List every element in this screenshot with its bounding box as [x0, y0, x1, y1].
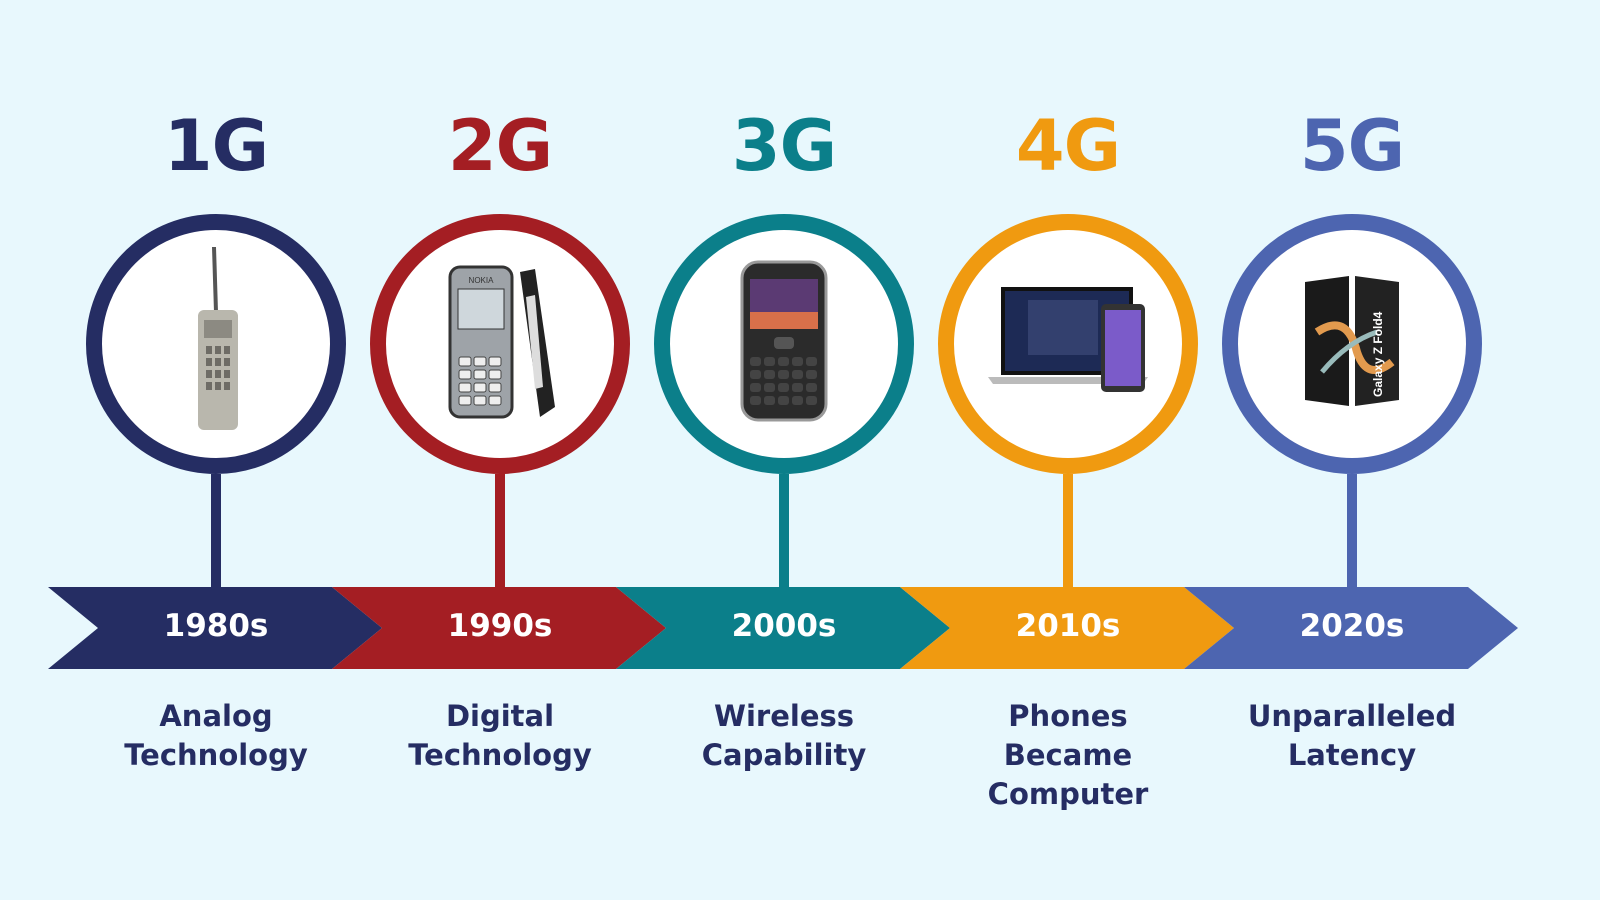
caption: Phones Became Computer: [918, 697, 1218, 814]
caption-line: Digital: [445, 699, 555, 733]
blackberry-phone-icon: [734, 257, 834, 431]
decade-label: 2000s: [731, 608, 837, 644]
generation-label: 4G: [1015, 105, 1121, 187]
foldable-phone-icon: Galaxy Z Fold4: [1297, 272, 1407, 416]
caption-line: Computer: [987, 777, 1149, 811]
caption-line: Technology: [124, 738, 308, 772]
decade-label: 1980s: [163, 608, 269, 644]
caption-line: Phones: [1008, 699, 1128, 733]
device-circle: [938, 214, 1198, 474]
generation-label: 3G: [731, 105, 837, 187]
caption: Digital Technology: [350, 697, 650, 775]
timeline-segment-3g: [616, 587, 950, 669]
laptop-and-smartphone-icon: [983, 282, 1153, 406]
device-circle: [86, 214, 346, 474]
brick-phone-icon: [156, 242, 276, 446]
connector-line: [211, 474, 221, 588]
timeline-segment-2g: [332, 587, 666, 669]
svg-text:Galaxy Z Fold4: Galaxy Z Fold4: [1371, 311, 1385, 397]
device-circle: [654, 214, 914, 474]
connector-line: [1063, 474, 1073, 588]
connector-line: [779, 474, 789, 588]
timeline-segment-4g: [900, 587, 1234, 669]
svg-text:NOKIA: NOKIA: [469, 276, 495, 285]
connector-line: [495, 474, 505, 588]
caption-line: Technology: [408, 738, 592, 772]
caption-line: Wireless: [713, 699, 855, 733]
caption-line: Became: [1003, 738, 1133, 772]
decade-label: 1990s: [447, 608, 553, 644]
caption-line: Analog: [159, 699, 273, 733]
generation-label: 2G: [447, 105, 553, 187]
caption-line: Latency: [1287, 738, 1417, 772]
feature-phone-icon: NOKIA: [425, 257, 575, 431]
connector-line: [1347, 474, 1357, 588]
timeline-segment-5g: [1184, 587, 1518, 669]
decade-label: 2020s: [1299, 608, 1405, 644]
caption: Wireless Capability: [634, 697, 934, 775]
decade-label: 2010s: [1015, 608, 1121, 644]
caption-line: Capability: [701, 738, 867, 772]
device-circle: NOKIA: [370, 214, 630, 474]
timeline-segment-1g: [48, 587, 382, 669]
caption: Analog Technology: [66, 697, 366, 775]
generation-label: 5G: [1299, 105, 1405, 187]
caption: Unparalleled Latency: [1202, 697, 1502, 775]
generation-label: 1G: [163, 105, 269, 187]
caption-line: Unparalleled: [1247, 699, 1457, 733]
device-circle: Galaxy Z Fold4: [1222, 214, 1482, 474]
